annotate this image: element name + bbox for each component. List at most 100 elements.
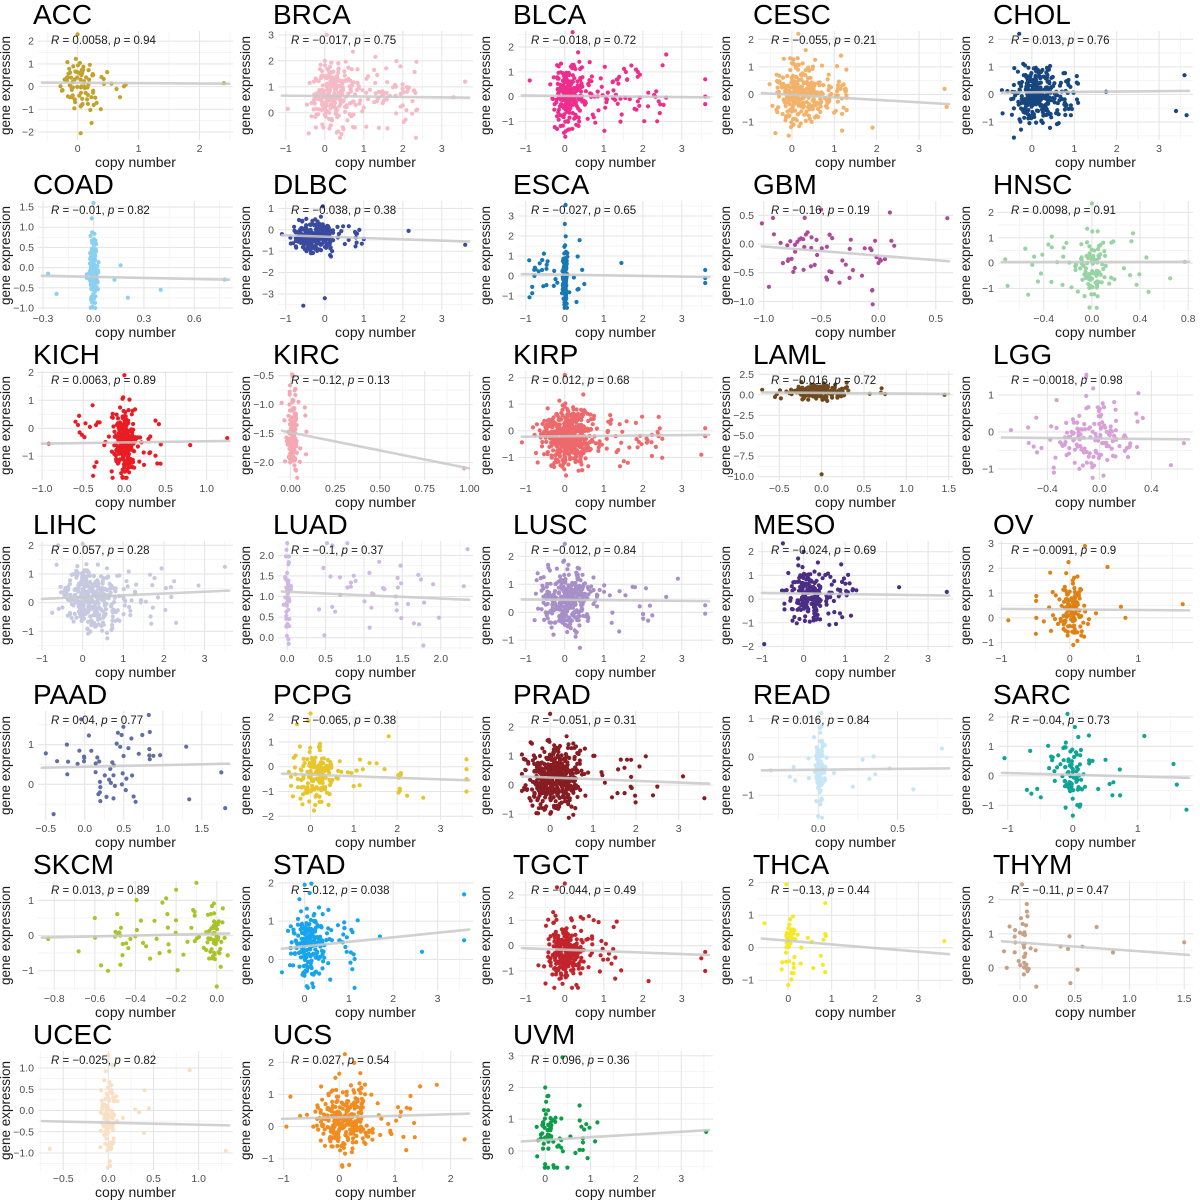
svg-text:2.0: 2.0 [259,550,274,562]
scatter-panel: PRAD R = −0.051, p = 0.31 0 1 2 3 −1 0 1 2 copy n… [480,680,720,850]
scatter-points [279,881,467,990]
svg-text:3: 3 [508,211,514,223]
stat-annotation: R = −0.055, p = 0.21 [771,35,876,47]
trend-line [40,932,231,939]
scatter-points [999,31,1189,140]
trend-line [760,391,951,396]
y-axis-label: gene expression [0,886,13,985]
x-tick-labels: −0.4 0.0 0.4 [1037,483,1159,495]
svg-text:0.0: 0.0 [1085,313,1100,325]
svg-text:0.0: 0.0 [871,313,886,325]
panel-title: BRCA [273,0,351,30]
gridlines [38,1051,233,1170]
trend-line [760,91,951,106]
svg-text:0: 0 [988,426,994,438]
panel-title: DLBC [273,170,348,200]
svg-text:−1: −1 [982,463,994,475]
svg-text:2: 2 [400,313,406,325]
panel-plot: R = −0.16, p = 0.19 −1.0 −0.5 0.0 0.5 −1.0 −0.… [720,201,953,340]
svg-text:0: 0 [508,91,514,103]
svg-text:2: 2 [400,143,406,155]
svg-text:1: 1 [1071,143,1077,155]
y-axis-label: gene expression [0,206,13,305]
scatter-points [47,1053,228,1170]
trend-line [40,439,231,445]
y-tick-labels: −10.0 −7.5 −5.0 −2.5 0.0 2.5 [727,369,754,483]
panel-plot: R = 0.0098, p = 0.91 −0.4 0.0 0.4 0.8 −1 0 1 2 co… [960,201,1196,340]
scatter-panel: MESO R = −0.024, p = 0.69 −1 0 1 2 3 −2 −1 0 1 2 co… [720,510,960,680]
trend-line [280,1112,471,1121]
svg-text:−1.0: −1.0 [13,302,34,314]
scatter-points [46,200,227,311]
svg-text:0.0: 0.0 [1092,483,1107,495]
svg-text:0.25: 0.25 [325,483,346,495]
svg-text:0: 0 [28,423,34,435]
svg-text:2: 2 [28,369,34,379]
svg-text:0: 0 [562,143,568,155]
svg-text:−2.5: −2.5 [733,410,754,422]
gridlines [758,201,953,310]
stat-annotation: R = −0.017, p = 0.75 [291,35,396,47]
trend-line [40,274,231,282]
svg-text:1.5: 1.5 [259,570,274,582]
stat-annotation: R = −0.038, p = 0.38 [291,205,396,217]
svg-text:1: 1 [268,203,274,215]
svg-text:−10.0: −10.0 [727,471,754,483]
y-axis-label: gene expression [240,1061,253,1160]
stat-annotation: R = −0.065, p = 0.38 [291,715,396,727]
x-axis-label: copy number [815,494,896,510]
y-tick-labels: −1 0 1 2 3 [502,211,514,303]
svg-text:0: 0 [75,143,81,155]
scatter-points [768,710,944,820]
panel-title: HNSC [993,170,1073,200]
svg-text:0.0: 0.0 [19,262,34,274]
svg-text:2: 2 [28,36,34,48]
stat-annotation: R = 0.04, p = 0.77 [51,715,143,727]
svg-text:2: 2 [508,372,514,384]
svg-text:0: 0 [28,597,34,609]
stat-annotation: R = 0.013, p = 0.89 [51,885,150,897]
y-axis-label: gene expression [720,36,733,135]
svg-text:1: 1 [601,143,607,155]
svg-text:1: 1 [601,653,607,665]
stat-annotation: R = 0.0063, p = 0.89 [51,375,156,387]
y-tick-labels: −1.0 −0.5 0.0 0.5 [733,210,754,308]
x-tick-labels: −1 0 1 2 3 [520,653,685,665]
svg-text:2: 2 [988,207,994,219]
x-axis-label: copy number [95,664,176,680]
stat-annotation: R = 0.0058, p = 0.94 [51,35,156,47]
svg-text:−0.4: −0.4 [1037,483,1058,495]
trend-line [40,81,231,85]
y-axis-label: gene expression [960,36,973,135]
svg-text:−1: −1 [36,653,48,665]
panel-title: BLCA [513,0,587,30]
x-tick-labels: 0.0 0.5 1.0 1.5 [1013,993,1192,1005]
svg-text:−0.5: −0.5 [253,370,274,382]
panel-title: LAML [753,340,827,370]
svg-text:−0.5: −0.5 [769,483,790,495]
svg-text:3: 3 [439,313,445,325]
trend-line [520,775,711,785]
stat-annotation: R = −0.012, p = 0.84 [531,545,637,557]
svg-text:0.0: 0.0 [739,389,754,401]
x-tick-labels: −1 0 1 2 3 [520,313,685,325]
x-axis-label: copy number [95,154,176,170]
y-axis-label: gene expression [720,206,733,305]
panel-title: COAD [33,170,114,200]
scatter-panel: PCPG R = −0.065, p = 0.38 0 1 2 3 −2 −1 0 1 2 copy… [240,680,480,850]
svg-text:1: 1 [268,81,274,93]
svg-text:1: 1 [508,579,514,591]
svg-text:−0.5: −0.5 [733,267,754,279]
svg-text:−1: −1 [22,104,34,116]
panel-title: SARC [993,680,1071,710]
svg-text:2: 2 [640,313,646,325]
x-tick-labels: −1.0 −0.5 0.0 0.5 1.0 [32,483,214,495]
trend-line [1000,771,1191,780]
scatter-points [281,541,470,648]
y-tick-labels: −1.0 −0.5 0.0 0.5 1.0 1.5 [13,202,34,315]
scatter-panel: THYM R = −0.11, p = 0.47 0.0 0.5 1.0 1.5 0 1 2 c… [960,850,1200,1020]
y-axis-label: gene expression [240,886,253,985]
